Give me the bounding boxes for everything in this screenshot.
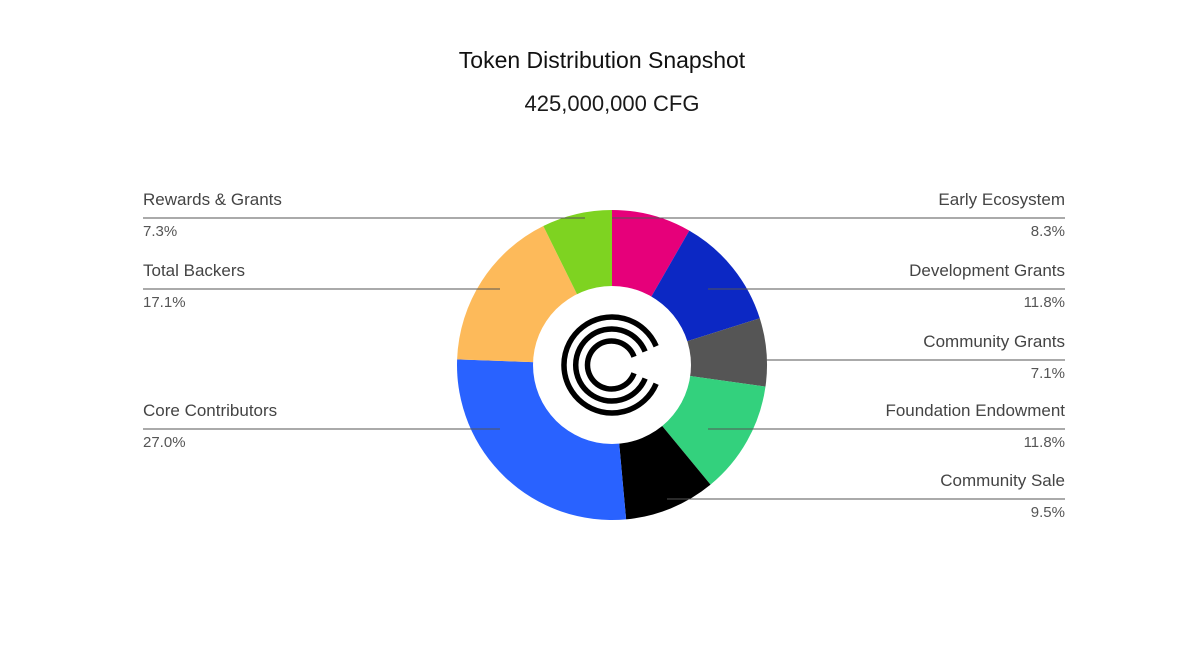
value-community-grants: 7.1% (1031, 365, 1065, 382)
label-total-backers: Total Backers (143, 261, 245, 280)
value-foundation-endowment: 11.8% (1024, 434, 1065, 451)
label-foundation-endowment: Foundation Endowment (885, 401, 1065, 420)
chart-title: Token Distribution Snapshot (459, 47, 746, 73)
label-development-grants: Development Grants (909, 261, 1065, 280)
label-rewards-and-grants: Rewards & Grants (143, 190, 282, 209)
value-total-backers: 17.1% (143, 294, 186, 311)
donut-hole (533, 286, 691, 444)
value-core-contributors: 27.0% (143, 434, 186, 451)
label-core-contributors: Core Contributors (143, 401, 277, 420)
chart-subtitle: 425,000,000 CFG (525, 91, 700, 116)
leader-lines (143, 217, 1065, 500)
slice-labels: Early Ecosystem 8.3% Development Grants 11.… (143, 190, 1065, 521)
label-community-grants: Community Grants (923, 332, 1065, 351)
value-rewards-and-grants: 7.3% (143, 223, 177, 240)
value-development-grants: 11.8% (1024, 294, 1065, 311)
centrifuge-logo-icon (561, 314, 659, 416)
label-community-sale: Community Sale (940, 471, 1065, 490)
label-early-ecosystem: Early Ecosystem (938, 190, 1065, 209)
value-early-ecosystem: 8.3% (1031, 223, 1065, 240)
value-community-sale: 9.5% (1031, 504, 1065, 521)
